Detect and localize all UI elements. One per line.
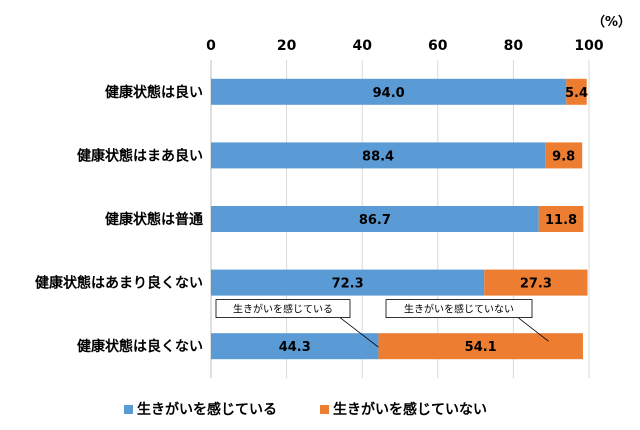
bar-segment xyxy=(538,206,584,232)
data-label: 86.7 xyxy=(359,213,391,228)
category-labels: 健康状態は良い健康状態はまあ良い健康状態は普通健康状態はあまり良くない健康状態は… xyxy=(35,84,203,355)
bar-segment xyxy=(211,333,379,360)
x-tick-label: 100 xyxy=(574,38,603,54)
unit-label: （%） xyxy=(592,14,631,30)
category-label: 健康状態はまあ良い xyxy=(77,147,203,164)
category-label: 健康状態は良い xyxy=(105,84,203,101)
callout-leader xyxy=(339,317,379,348)
callout-box xyxy=(385,299,533,319)
bar-segment xyxy=(566,78,587,105)
data-label: 88.4 xyxy=(362,149,394,164)
category-label: 健康状態は普通 xyxy=(105,211,203,228)
x-axis-ticks: 0 20 40 60 80 100 xyxy=(206,38,604,54)
data-label: 9.8 xyxy=(552,149,575,164)
bars: 94.0 5.4 88.4 9.8 86.7 11.8 72.3 27.3 44.3 54.1 xyxy=(211,78,588,360)
bar-segment xyxy=(545,142,583,169)
bar-segment xyxy=(484,269,588,296)
callout-box xyxy=(215,299,351,319)
bar-segment xyxy=(211,269,485,296)
callout-text: 生きがいを感じている xyxy=(233,303,333,316)
bar-segment xyxy=(378,333,583,360)
callout-leader xyxy=(517,317,549,342)
data-label: 44.3 xyxy=(279,340,311,355)
data-label: 54.1 xyxy=(465,340,497,355)
data-label: 11.8 xyxy=(545,213,577,228)
data-label: 5.4 xyxy=(565,86,588,101)
bar-segment xyxy=(211,142,546,169)
x-tick-label: 80 xyxy=(504,38,524,54)
x-tick-label: 20 xyxy=(277,38,297,54)
legend-label: 生きがいを感じている xyxy=(137,401,277,418)
bar-segment xyxy=(211,206,539,232)
x-tick-label: 0 xyxy=(206,38,216,54)
data-label: 94.0 xyxy=(373,86,405,101)
legend-label: 生きがいを感じていない xyxy=(333,401,487,418)
x-tick-label: 40 xyxy=(352,38,372,54)
callout-text: 生きがいを感じていない xyxy=(404,303,514,316)
data-label: 72.3 xyxy=(332,277,364,292)
bar-segment xyxy=(211,78,567,105)
category-label: 健康状態はあまり良くない xyxy=(35,275,203,292)
category-label: 健康状態は良くない xyxy=(77,338,203,355)
callouts: 生きがいを感じている 生きがいを感じていない xyxy=(215,299,549,348)
legend-swatch xyxy=(320,405,329,414)
x-tick-label: 60 xyxy=(428,38,448,54)
legend-swatch xyxy=(124,405,133,414)
legend: 生きがいを感じている 生きがいを感じていない xyxy=(124,401,487,418)
data-label: 27.3 xyxy=(520,277,552,292)
